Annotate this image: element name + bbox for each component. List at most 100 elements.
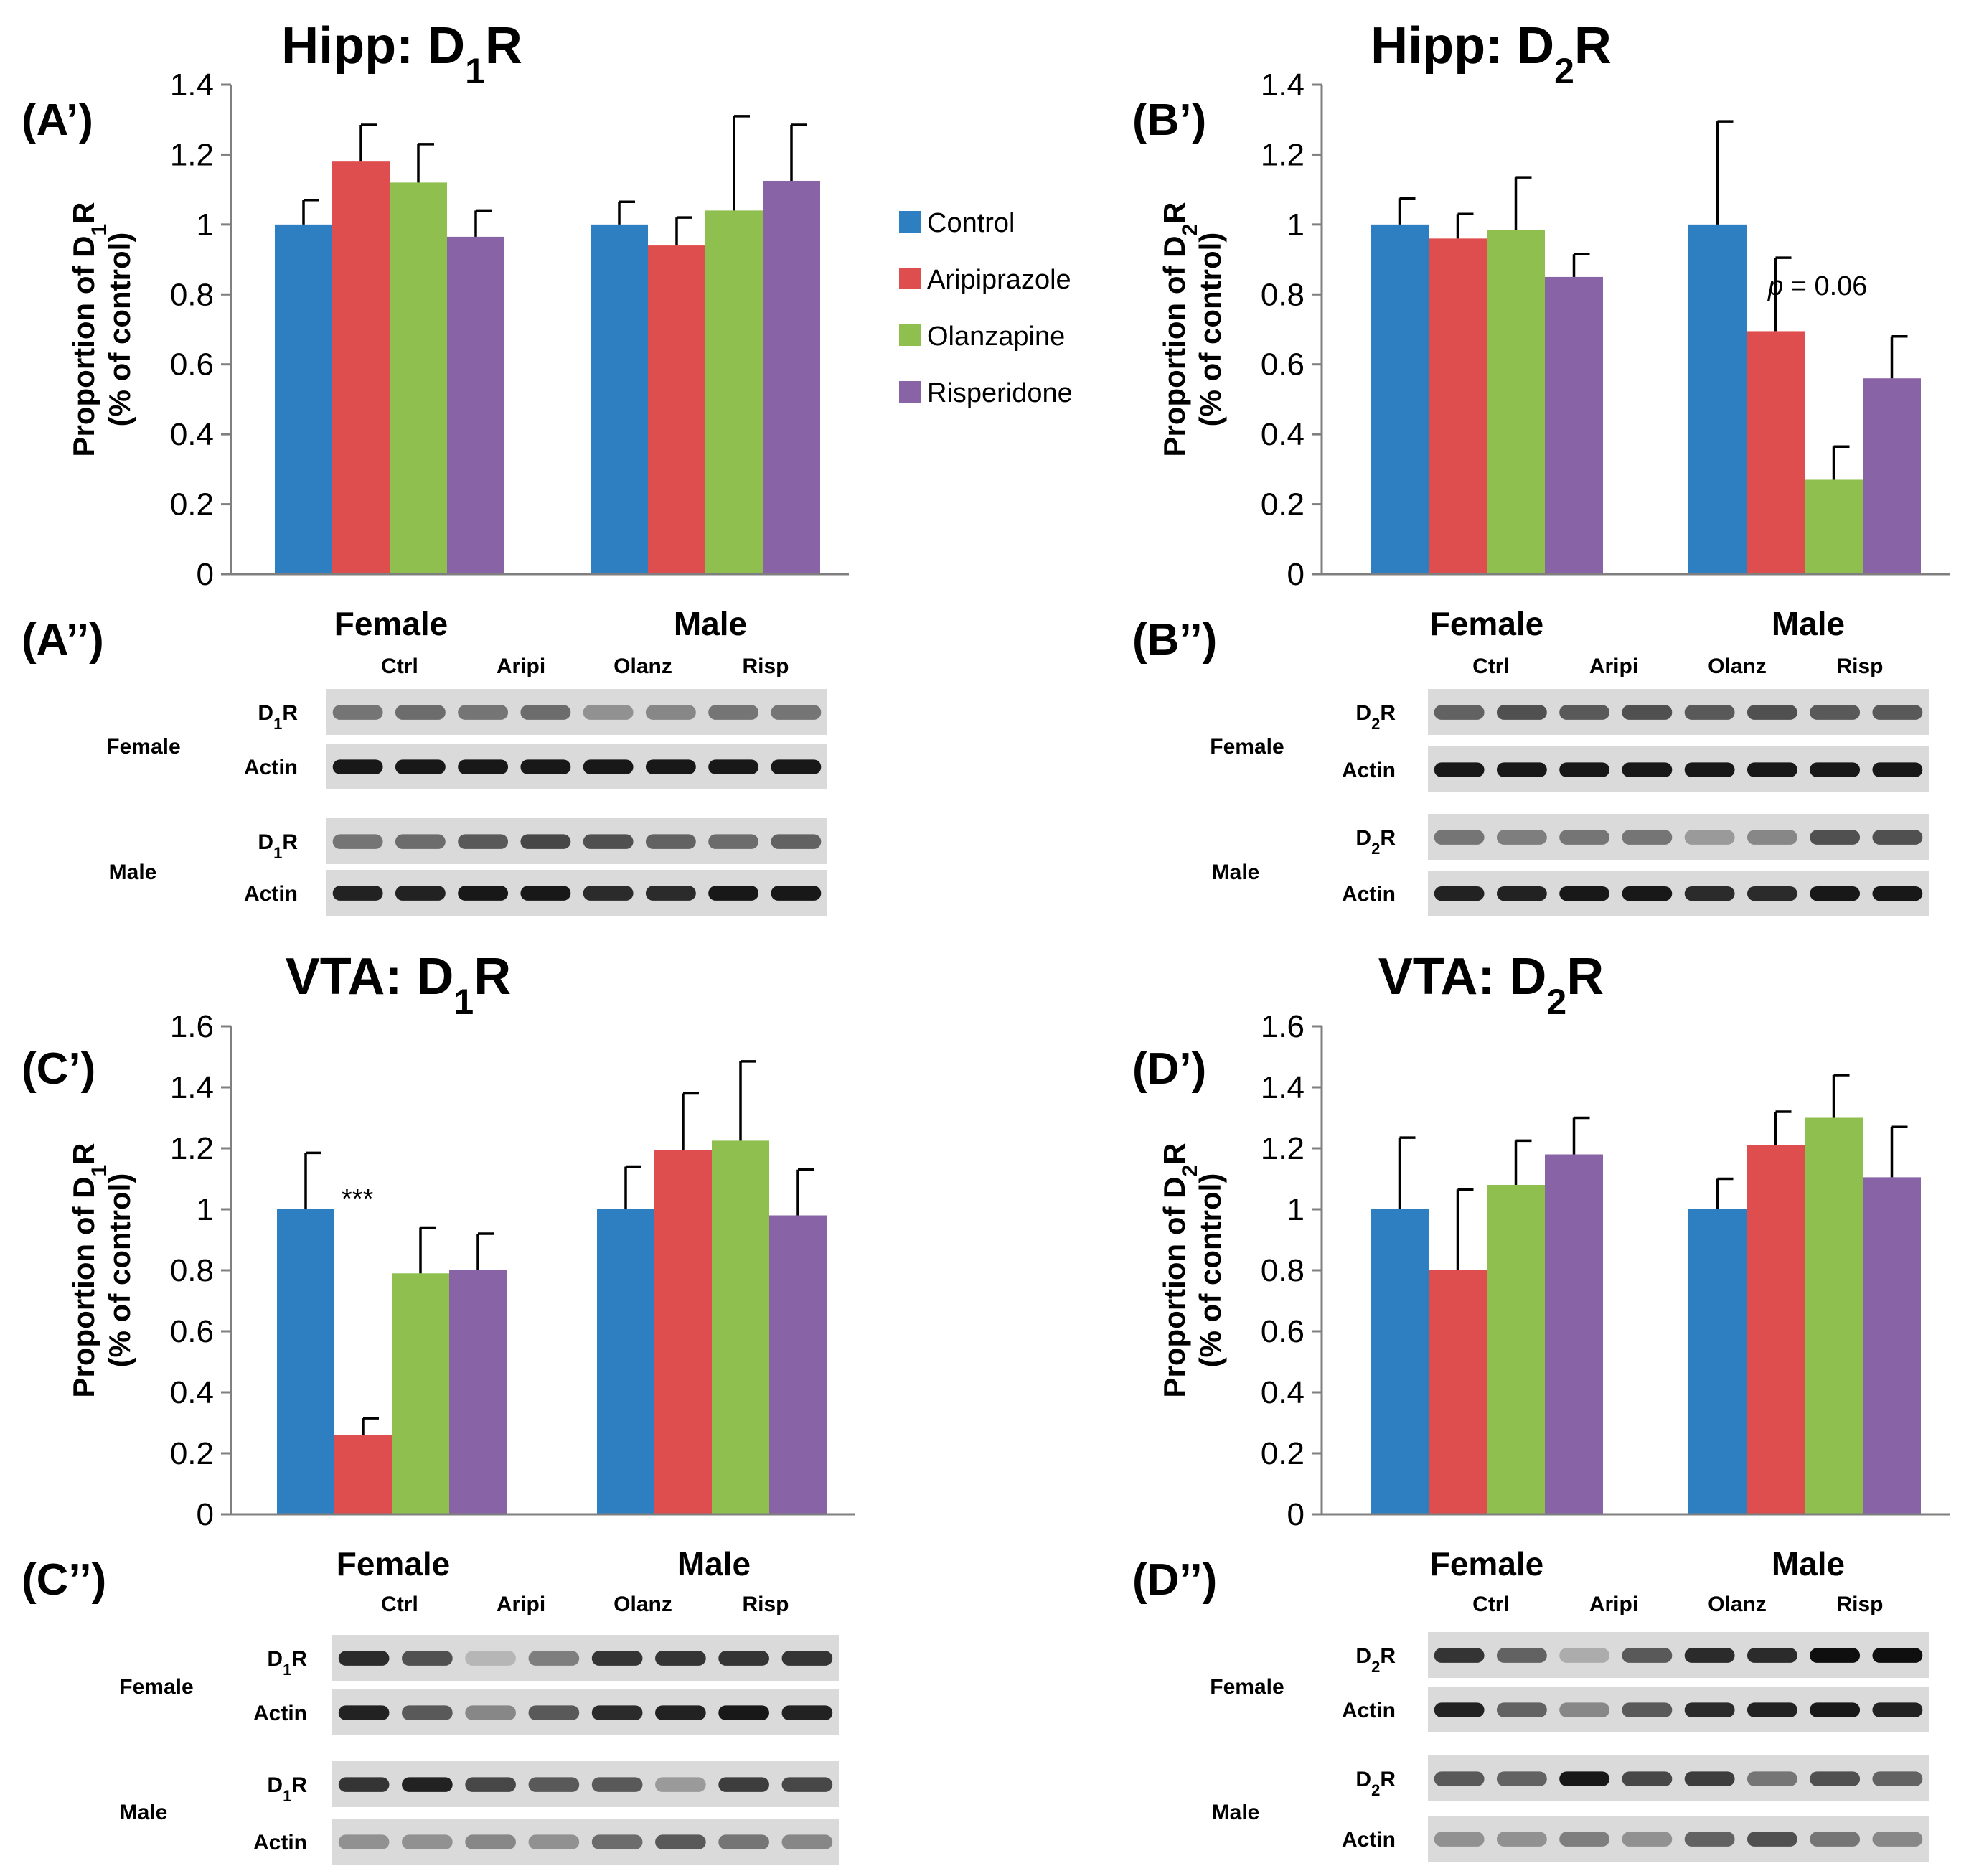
y-tick-label: 0.4 (1261, 1375, 1305, 1410)
panel-label: (A’’) (22, 615, 104, 665)
bar-olanzapine-male (1805, 479, 1863, 574)
y-tick-label: 0.2 (170, 487, 214, 522)
blot-band (528, 1777, 580, 1792)
bar-control-male (1688, 224, 1747, 574)
blot-strip (332, 1761, 839, 1807)
y-tick-label: 0.4 (1261, 417, 1305, 452)
chart-hipp-d1r: Hipp: D1R (A’) 0 0.2 0.4 0.6 0.8 1 1.2 1.4 Proport… (22, 17, 849, 592)
blot-lane-label: Olanz (614, 655, 672, 678)
blot-band (1559, 886, 1610, 901)
blot-row-label: D2R (1355, 826, 1396, 858)
blot-band (402, 1777, 453, 1792)
y-tick-label: 1 (1287, 1192, 1305, 1227)
blot-lane-label: Ctrl (1472, 655, 1510, 678)
blot-band (465, 1705, 516, 1720)
blot-lane-label: Ctrl (381, 1593, 418, 1616)
chart-vta-d1r: VTA: D1R (C’) 0 0.2 0.4 0.6 0.8 1 1.2 1.4 1.6 Propo… (22, 948, 855, 1532)
annotation: *** (342, 1184, 374, 1214)
y-axis-label: Proportion of D2R(% of control) (1157, 202, 1227, 457)
blot-band (583, 834, 634, 849)
blot-band (771, 705, 822, 720)
y-axis-label: Proportion of D1R(% of control) (67, 1143, 136, 1398)
blot-strip (1428, 1687, 1929, 1732)
blot-band (708, 705, 759, 720)
blot-band (771, 759, 822, 774)
bar-aripiprazole-male (654, 1150, 712, 1514)
blot-lane-label: Olanz (1708, 655, 1767, 678)
y-axis-label-line2: (% of control) (103, 1173, 136, 1368)
bar-olanzapine-female (1487, 1185, 1545, 1514)
blot-strip (1428, 1755, 1929, 1801)
blot-band (583, 705, 634, 720)
blot-band (1872, 762, 1923, 777)
blot-band (781, 1834, 833, 1849)
y-tick-label: 0.2 (1261, 1436, 1305, 1471)
blot-band (332, 705, 383, 720)
blot-lane-label: Aripi (1589, 655, 1638, 678)
y-tick-label: 0 (197, 1497, 214, 1532)
bar-control-female (1371, 224, 1429, 574)
blot-band (1747, 1648, 1797, 1663)
blot-strip (1428, 871, 1929, 916)
blot-band (1622, 762, 1673, 777)
chart-title: Hipp: D2R (1371, 17, 1612, 91)
legend-label-control: Control (927, 208, 1015, 238)
blot-strip (1428, 1816, 1929, 1862)
blot-band (402, 1651, 453, 1666)
blot-band (1559, 1832, 1610, 1847)
blot-band (1496, 1832, 1547, 1847)
blot-row-label: Actin (244, 882, 298, 906)
bar-risperidone-male (763, 180, 820, 574)
y-tick-label: 1.2 (170, 137, 214, 172)
blot-band (645, 759, 696, 774)
blot-sex-label: Male (109, 860, 157, 884)
blot-band (1622, 1702, 1673, 1717)
blot-band (1496, 1648, 1547, 1663)
y-tick-label: 0.4 (170, 1375, 214, 1410)
chart-title: VTA: D2R (1378, 948, 1604, 1022)
blot-group-label: Male (1772, 1545, 1845, 1582)
blot-band (1810, 1648, 1861, 1663)
blot-row-label: Actin (1342, 1699, 1396, 1722)
chart-vta-d2r: VTA: D2R (D’) 0 0.2 0.4 0.6 0.8 1 1.2 1.4 1.6 Propo… (1132, 948, 1950, 1532)
bar-risperidone-male (1863, 1177, 1921, 1514)
blot-band (1747, 886, 1797, 901)
bar-olanzapine-male (705, 210, 763, 574)
blot-band (655, 1777, 706, 1792)
blot-band (528, 1651, 580, 1666)
y-tick-label: 0.8 (1261, 1253, 1305, 1288)
blot-row-label: D1R (258, 701, 298, 733)
blot-band (1622, 1648, 1673, 1663)
bar-olanzapine-female (1487, 230, 1545, 574)
blot-band (781, 1651, 833, 1666)
blot-strip (1428, 1632, 1929, 1678)
blot-strip (332, 1635, 839, 1681)
blot-sex-label: Female (106, 735, 180, 759)
y-axis-label: Proportion of D2R(% of control) (1157, 1143, 1227, 1398)
blot-band (1872, 1702, 1923, 1717)
blot-band (1810, 1832, 1861, 1847)
blot-band (708, 759, 759, 774)
blot-band (458, 886, 509, 901)
y-tick-label: 1.4 (1261, 67, 1305, 103)
blot-row-label: Actin (244, 756, 298, 779)
panel-label: (B’) (1132, 95, 1206, 145)
blot-band (645, 886, 696, 901)
chart-hipp-d2r: Hipp: D2R (B’) 0 0.2 0.4 0.6 0.8 1 1.2 1.4 Proport… (1132, 17, 1950, 592)
blot-group-label: Female (1430, 605, 1544, 642)
blot-band (1496, 1702, 1547, 1717)
blot-band (1559, 1771, 1610, 1786)
legend-label-olanzapine: Olanzapine (927, 322, 1065, 352)
blot-band (1496, 762, 1547, 777)
blot-band (645, 834, 696, 849)
bar-olanzapine-male (1805, 1117, 1863, 1514)
annotation: p = 0.06 (1767, 271, 1867, 301)
y-tick-label: 1 (1287, 207, 1305, 243)
blot-band (1434, 1702, 1485, 1717)
blot-band (1496, 705, 1547, 720)
blot-lane-label: Ctrl (381, 655, 418, 678)
blot-band (402, 1834, 453, 1849)
blot-band (1622, 705, 1673, 720)
blot-band (1747, 830, 1797, 845)
